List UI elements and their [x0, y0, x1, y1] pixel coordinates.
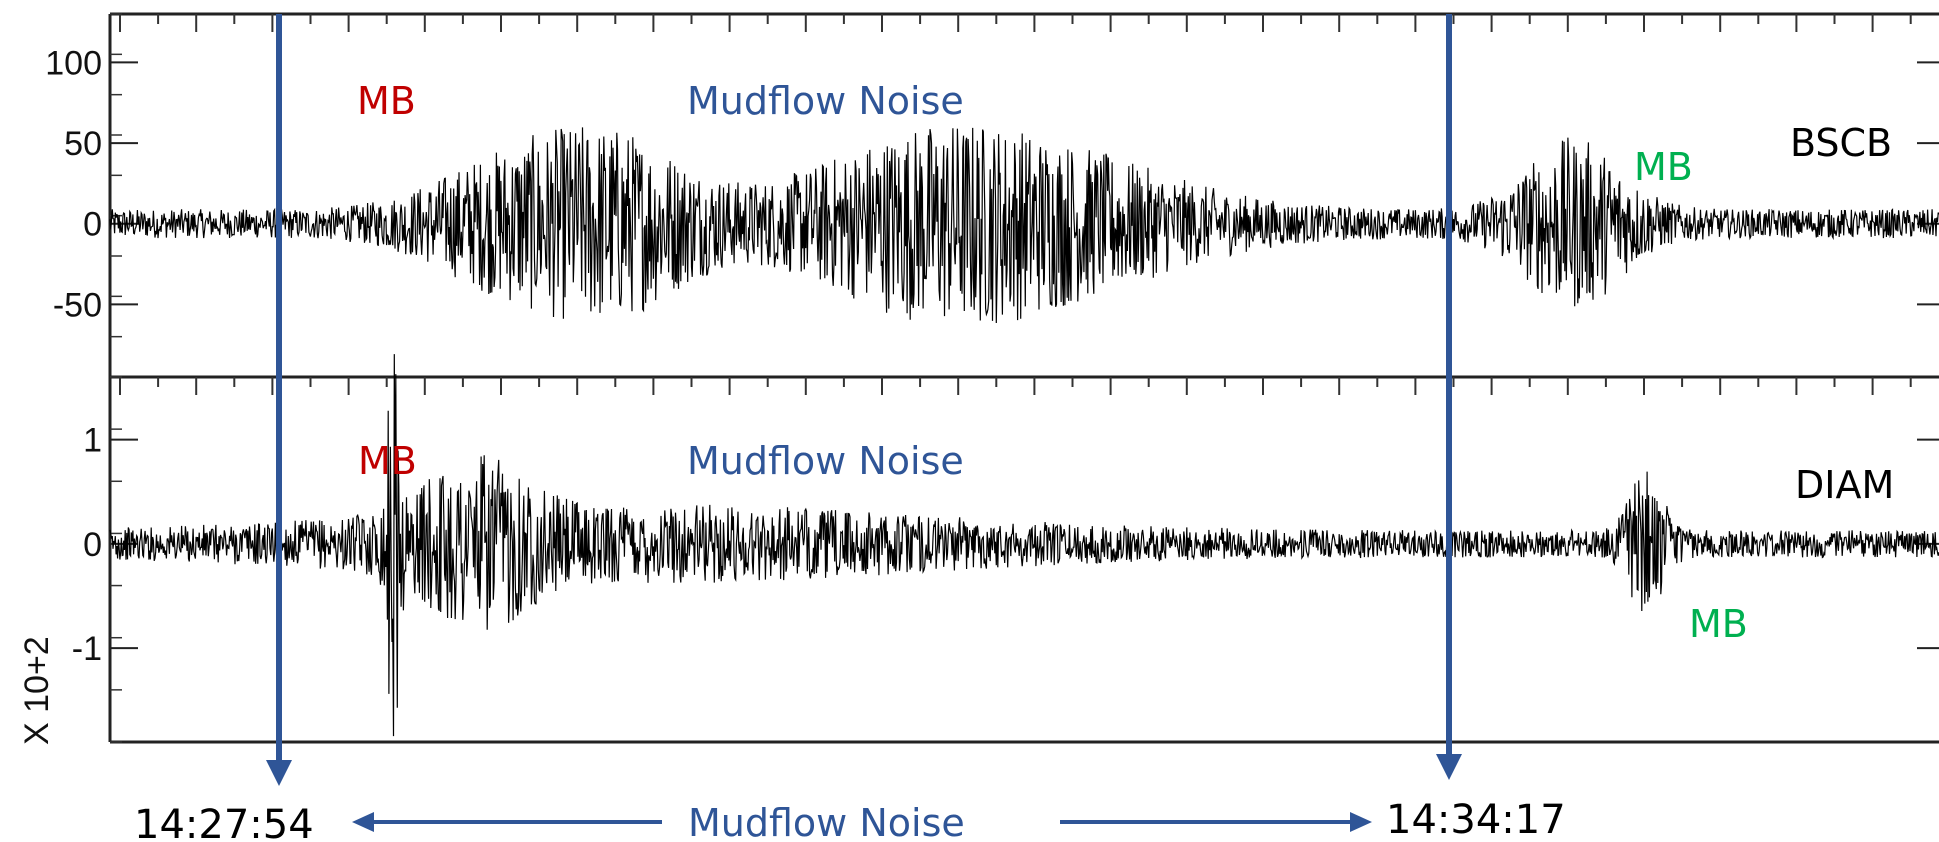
y-tick-label: 100 — [45, 44, 102, 82]
end-time-label: 14:34:17 — [1386, 797, 1566, 842]
span-arrow-right-head — [1350, 812, 1372, 832]
y-tick-label: 1 — [83, 422, 102, 460]
panel-diam: 1 0 -1 DIAM MB Mudflow Noise MB X 10+2 — [18, 354, 1939, 745]
panel-diam-x-ticks — [119, 377, 1912, 395]
y-tick-label: -1 — [72, 630, 102, 668]
mudflow-label-diam: Mudflow Noise — [687, 439, 964, 483]
start-time-label: 14:27:54 — [134, 802, 314, 842]
mb-label-bscb-first: MB — [357, 79, 416, 123]
panel-bscb-x-ticks — [119, 14, 1912, 32]
scale-label-diam: X 10+2 — [18, 636, 56, 745]
mb-label-bscb-second: MB — [1634, 145, 1693, 189]
start-marker-arrowhead — [266, 760, 292, 786]
end-marker-arrowhead — [1436, 754, 1462, 780]
panel-bscb-y-axis: 100 50 0 -50 — [45, 13, 1939, 378]
y-tick-label: -50 — [53, 286, 102, 324]
span-label: Mudflow Noise — [688, 801, 965, 842]
time-span: 14:27:54 14:34:17 Mudflow Noise — [134, 797, 1566, 842]
y-tick-label: 0 — [83, 206, 102, 244]
y-tick-label: 0 — [83, 526, 102, 564]
station-label-bscb: BSCB — [1790, 121, 1892, 165]
mudflow-label-bscb: Mudflow Noise — [687, 79, 964, 123]
panel-bscb: 100 50 0 -50 BSCB MB Mudflow Noise MB — [45, 12, 1939, 379]
time-markers — [266, 14, 1462, 786]
y-tick-label: 50 — [64, 125, 102, 163]
mb-label-diam-second: MB — [1689, 602, 1748, 646]
station-label-diam: DIAM — [1795, 463, 1894, 507]
panel-diam-y-axis: 1 0 -1 — [72, 376, 1939, 743]
mb-label-diam-first: MB — [358, 439, 417, 483]
trace-diam — [109, 354, 1939, 737]
trace-bscb — [109, 127, 1939, 324]
span-arrow-left-head — [352, 812, 374, 832]
